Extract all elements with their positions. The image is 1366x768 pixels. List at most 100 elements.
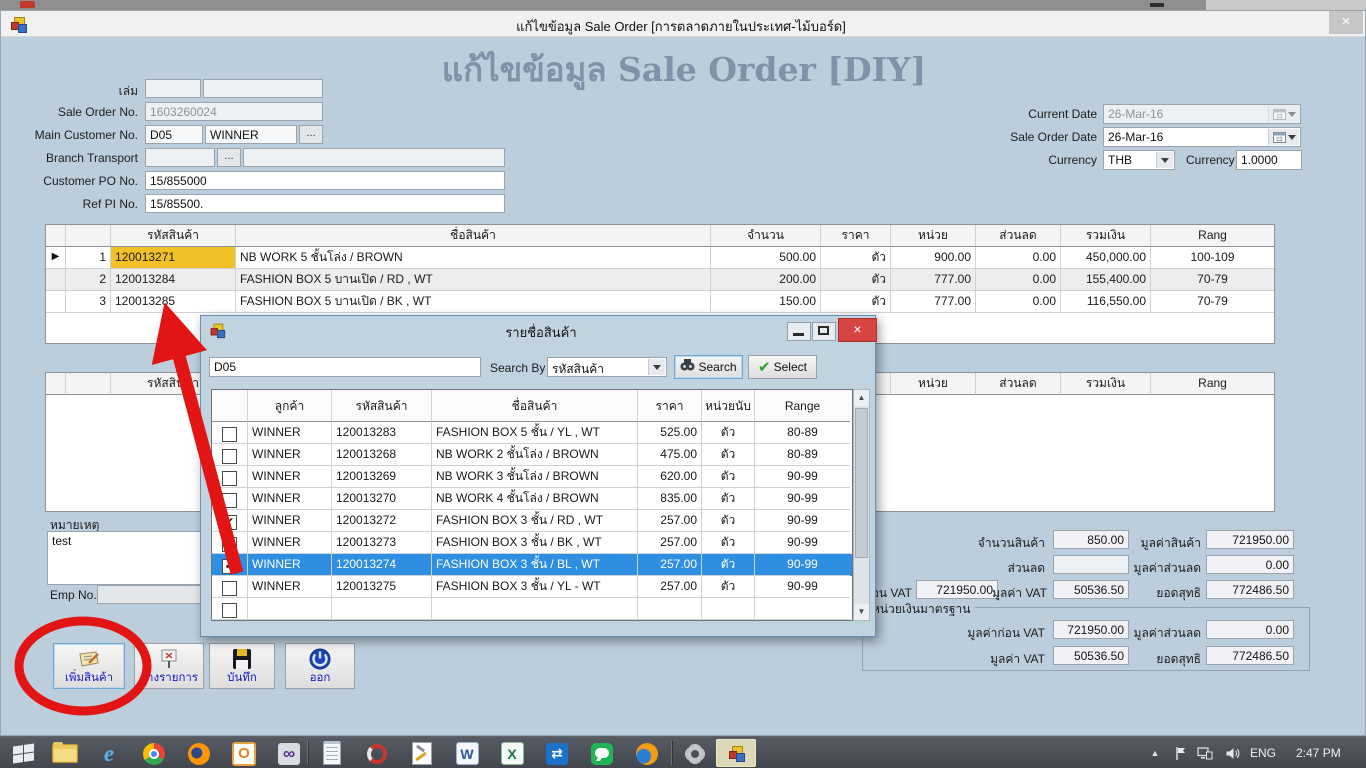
chat-bubble-icon bbox=[591, 742, 613, 765]
branch-browse-button[interactable]: ... bbox=[217, 148, 241, 167]
calendar-icon bbox=[1268, 106, 1299, 122]
currency-select[interactable]: THB bbox=[1103, 150, 1175, 170]
customer-code-field[interactable]: D05 bbox=[145, 125, 203, 144]
taskbar-item-orange-app[interactable] bbox=[630, 740, 664, 767]
background-window-strip bbox=[0, 0, 1366, 10]
volume-field-1[interactable] bbox=[145, 79, 201, 98]
vat-label: มูลค่า VAT bbox=[992, 586, 1047, 600]
product-row[interactable]: WINNER 120013283 FASHION BOX 5 ชั้น / YL… bbox=[212, 422, 852, 444]
customer-browse-button[interactable]: ... bbox=[299, 125, 323, 144]
net-label: ยอดสุทธิ bbox=[1156, 586, 1201, 600]
discount-value-field: 0.00 bbox=[1206, 555, 1294, 574]
table-row[interactable]: ▶ 1 120013271 NB WORK 5 ชั้นโล่ง / BROWN… bbox=[46, 247, 1274, 269]
minimize-button[interactable] bbox=[787, 322, 811, 341]
taskbar-item-tools[interactable] bbox=[405, 740, 439, 767]
row-checkbox[interactable]: ✔ bbox=[222, 536, 237, 552]
product-row[interactable]: WINNER 120013275 FASHION BOX 3 ชั้น / YL… bbox=[212, 576, 852, 598]
start-button[interactable] bbox=[6, 740, 40, 767]
add-item-button[interactable]: เพิ่มสินค้า bbox=[53, 643, 125, 689]
sale-order-date-field[interactable]: 26-Mar-16 bbox=[1103, 127, 1301, 147]
taskbar-item-chrome[interactable] bbox=[137, 740, 171, 767]
total-qty-label: จำนวนสินค้า bbox=[977, 536, 1045, 550]
branch-name-field bbox=[243, 148, 505, 167]
taskbar-item-word[interactable]: W bbox=[450, 740, 484, 767]
product-row[interactable]: ✔ WINNER 120013273 FASHION BOX 3 ชั้น / … bbox=[212, 532, 852, 554]
exit-button[interactable]: ออก bbox=[285, 643, 355, 689]
taskbar-item-firefox[interactable] bbox=[182, 740, 216, 767]
table-row[interactable]: 2 120013284 FASHION BOX 5 บานเปิด / RD ,… bbox=[46, 269, 1274, 291]
taskbar-item-excel[interactable]: X bbox=[495, 740, 529, 767]
row-checkbox[interactable] bbox=[222, 426, 237, 442]
row-checkbox[interactable] bbox=[222, 580, 237, 596]
save-button[interactable]: บันทึก bbox=[209, 643, 275, 689]
dialog-close-button[interactable]: × bbox=[838, 318, 877, 342]
taskbar-item-teamviewer[interactable]: ⇄ bbox=[540, 740, 574, 767]
taskbar: e O ∞ bbox=[0, 736, 1366, 768]
std-net-field: 772486.50 bbox=[1206, 646, 1294, 665]
calendar-icon[interactable] bbox=[1268, 129, 1299, 145]
tray-expand-icon[interactable]: ▲ bbox=[1150, 748, 1160, 758]
product-row[interactable]: ✔ WINNER 120013272 FASHION BOX 3 ชั้น / … bbox=[212, 510, 852, 532]
search-button[interactable]: Search bbox=[674, 355, 743, 379]
tray-network-icon[interactable] bbox=[1192, 740, 1218, 767]
taskbar-item-active-app[interactable] bbox=[716, 739, 756, 767]
tray-clock[interactable]: 2:47 PM bbox=[1296, 746, 1341, 760]
discount-field[interactable] bbox=[1053, 555, 1129, 574]
search-input[interactable]: D05 bbox=[209, 357, 481, 377]
taskbar-item-infinity-app[interactable]: ∞ bbox=[272, 740, 306, 767]
row-checkbox[interactable]: ✔ bbox=[222, 558, 237, 574]
taskbar-item-explorer[interactable] bbox=[48, 740, 82, 767]
row-checkbox[interactable] bbox=[222, 492, 237, 508]
volume-label: เล่ม bbox=[118, 84, 138, 98]
scroll-thumb[interactable] bbox=[855, 408, 868, 558]
chrome-icon bbox=[143, 742, 165, 765]
item-value-label: มูลค่าสินค้า bbox=[1140, 536, 1201, 550]
chevron-down-icon[interactable] bbox=[648, 359, 665, 375]
product-row[interactable]: WINNER 120013270 NB WORK 4 ชั้นโล่ง / BR… bbox=[212, 488, 852, 510]
product-row-selected[interactable]: ✔ WINNER 120013274 FASHION BOX 3 ชั้น / … bbox=[212, 554, 852, 576]
item-value-field: 721950.00 bbox=[1206, 530, 1294, 549]
tray-language[interactable]: ENG bbox=[1250, 746, 1277, 760]
taskbar-item-red-app[interactable] bbox=[360, 740, 394, 767]
maximize-button[interactable] bbox=[812, 322, 836, 341]
std-before-vat-label: มูลค่าก่อน VAT bbox=[967, 626, 1045, 640]
ref-pi-field[interactable]: 15/85500. bbox=[145, 194, 505, 213]
volume-field-2[interactable] bbox=[203, 79, 323, 98]
tray-flag-icon[interactable] bbox=[1168, 740, 1192, 767]
row-checkbox[interactable]: ✔ bbox=[222, 514, 237, 530]
tray-volume-icon[interactable] bbox=[1220, 740, 1244, 767]
scroll-up-icon[interactable]: ▲ bbox=[854, 390, 869, 406]
chevron-down-icon[interactable] bbox=[1156, 152, 1173, 168]
product-row-empty[interactable] bbox=[212, 598, 852, 620]
customer-name-field[interactable]: WINNER bbox=[205, 125, 297, 144]
word-icon: W bbox=[455, 742, 479, 765]
row-checkbox[interactable] bbox=[222, 448, 237, 464]
taskbar-item-settings[interactable] bbox=[678, 740, 712, 767]
product-row[interactable]: WINNER 120013268 NB WORK 2 ชั้นโล่ง / BR… bbox=[212, 444, 852, 466]
taskbar-item-ie[interactable]: e bbox=[92, 740, 126, 767]
taskbar-item-outlook[interactable]: O bbox=[227, 740, 261, 767]
branch-transport-field[interactable] bbox=[145, 148, 215, 167]
customer-po-field[interactable]: 15/855000 bbox=[145, 171, 505, 190]
row-checkbox[interactable] bbox=[222, 602, 237, 618]
std-net-label: ยอดสุทธิ bbox=[1156, 652, 1201, 666]
scroll-down-icon[interactable]: ▼ bbox=[854, 604, 869, 620]
select-button[interactable]: ✔ Select bbox=[748, 355, 817, 379]
close-button[interactable]: × bbox=[1329, 11, 1363, 34]
dialog-title-bar[interactable]: รายชื่อสินค้า × bbox=[201, 316, 877, 343]
taskbar-item-notepad[interactable] bbox=[315, 740, 349, 767]
std-vat-label: มูลค่า VAT bbox=[990, 652, 1045, 666]
notes-label: หมายเหตุ bbox=[50, 518, 100, 532]
row-checkbox[interactable] bbox=[222, 470, 237, 486]
before-vat-field: 721950.00 bbox=[916, 580, 998, 599]
teamviewer-icon: ⇄ bbox=[546, 742, 568, 765]
product-table: ลูกค้า รหัสสินค้า ชื่อสินค้า ราคา หน่วยน… bbox=[211, 389, 853, 621]
table-row[interactable]: 3 120013285 FASHION BOX 5 บานเปิด / BK ,… bbox=[46, 291, 1274, 313]
search-by-select[interactable]: รหัสสินค้า bbox=[547, 357, 667, 377]
product-row[interactable]: WINNER 120013269 NB WORK 3 ชั้นโล่ง / BR… bbox=[212, 466, 852, 488]
currency-rate-field[interactable]: 1.0000 bbox=[1236, 150, 1302, 170]
taskbar-item-line[interactable] bbox=[585, 740, 619, 767]
scrollbar[interactable]: ▲ ▼ bbox=[853, 389, 870, 621]
clear-list-button[interactable]: ล้างรายการ bbox=[134, 643, 204, 689]
